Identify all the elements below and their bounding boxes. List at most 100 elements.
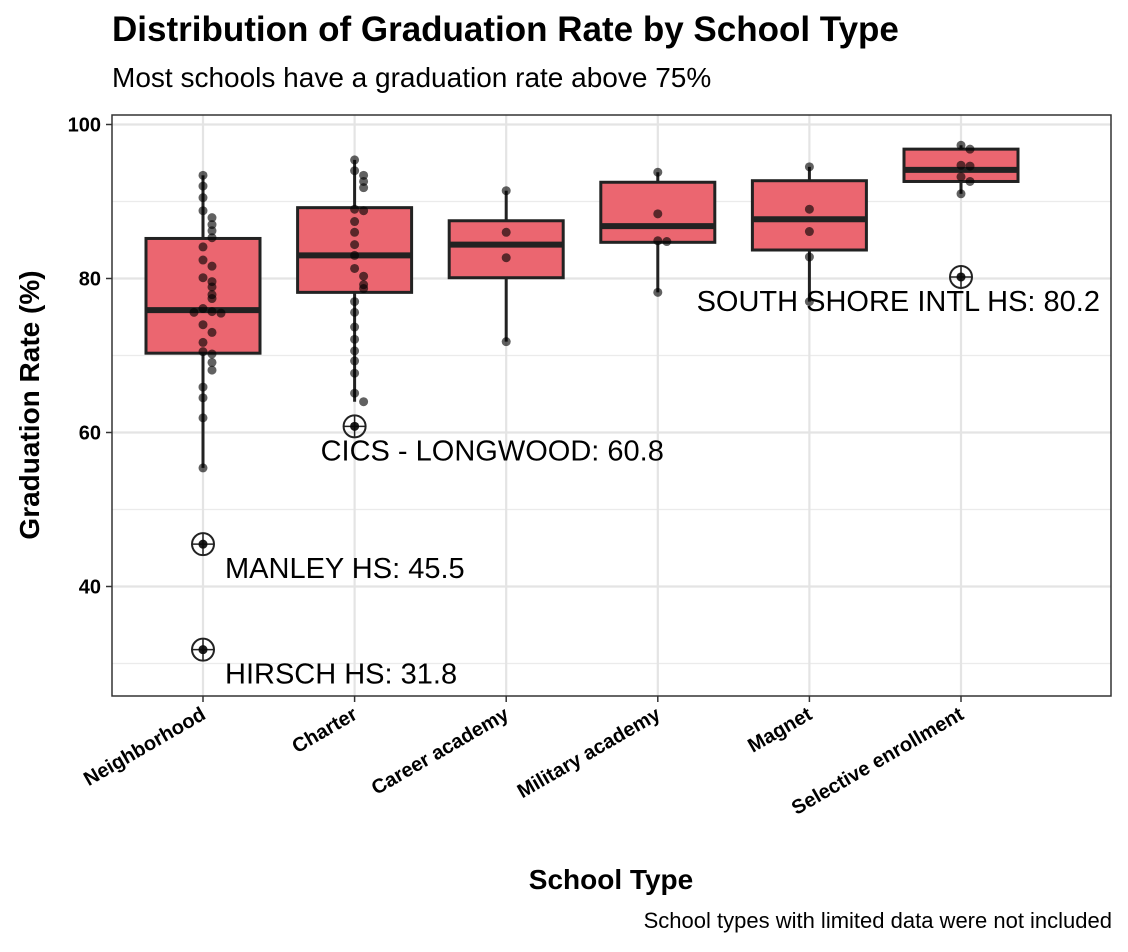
data-point (965, 176, 975, 186)
data-point (350, 322, 360, 332)
data-point (804, 227, 814, 237)
data-point (359, 170, 369, 180)
data-point (198, 304, 208, 314)
x-tick-label: Selective enrollment (788, 703, 968, 819)
box (750, 179, 868, 252)
data-point (207, 226, 217, 236)
annotation-label: CICS - LONGWOOD: 60.8 (321, 435, 664, 467)
data-point (207, 307, 217, 317)
data-point (198, 347, 208, 357)
x-tick-label: Career academy (368, 703, 514, 800)
x-tick-label: Neighborhood (80, 703, 209, 790)
data-point (198, 242, 208, 252)
data-point (216, 308, 226, 318)
data-point (956, 172, 966, 182)
data-point (198, 463, 208, 473)
data-point (207, 261, 217, 271)
data-point (350, 356, 360, 366)
data-point (350, 166, 360, 176)
data-point (501, 227, 511, 237)
annotation-label: SOUTH SHORE INTL HS: 80.2 (697, 286, 1100, 318)
data-point (359, 206, 369, 216)
y-tick-label: 40 (79, 577, 101, 599)
data-point (207, 357, 217, 367)
data-point (207, 213, 217, 223)
data-point (350, 227, 360, 237)
data-point (350, 334, 360, 344)
data-point (956, 189, 966, 199)
y-axis: 40 60 80 100 (68, 115, 112, 599)
data-point (350, 346, 360, 356)
data-point (198, 539, 208, 549)
data-point (956, 272, 966, 282)
x-tick-label: Magnet (744, 703, 816, 757)
data-point (359, 284, 369, 294)
x-axis-title: School Type (529, 864, 693, 895)
y-tick-label: 100 (68, 115, 101, 137)
data-point (350, 240, 360, 250)
data-point (198, 413, 208, 423)
y-axis-title: Graduation Rate (%) (14, 270, 45, 539)
y-tick-label: 80 (79, 269, 101, 291)
data-point (956, 140, 966, 150)
data-point (804, 162, 814, 172)
data-point (207, 282, 217, 292)
data-point (501, 186, 511, 196)
x-axis: Neighborhood Charter Career academy Militar… (80, 696, 968, 820)
annotations: HIRSCH HS: 31.8 MANLEY HS: 45.5 CICS - LON… (191, 264, 1100, 691)
data-point (350, 250, 360, 260)
data-point (198, 170, 208, 180)
data-point (965, 161, 975, 171)
data-point (189, 307, 199, 317)
data-point (653, 236, 663, 246)
data-point (956, 160, 966, 170)
data-point (804, 252, 814, 262)
data-point (207, 233, 217, 243)
data-point (198, 393, 208, 403)
data-point (359, 176, 369, 186)
data-point (501, 253, 511, 263)
data-point (198, 181, 208, 191)
data-point (198, 206, 208, 216)
data-point (662, 237, 672, 247)
data-point (804, 204, 814, 214)
data-point (198, 193, 208, 203)
panel-border (111, 114, 1112, 697)
data-point (207, 349, 217, 359)
data-point (198, 320, 208, 330)
data-point (350, 263, 360, 273)
data-point (653, 167, 663, 177)
chart-caption: School types with limited data were not … (643, 908, 1112, 933)
data-point (350, 307, 360, 317)
data-point (350, 155, 360, 165)
chart-title: Distribution of Graduation Rate by Schoo… (112, 10, 899, 49)
data-point (804, 297, 814, 307)
data-point (207, 294, 217, 304)
data-point (350, 388, 360, 398)
data-point (350, 217, 360, 227)
data-point (207, 220, 217, 230)
data-point (198, 273, 208, 283)
data-point (653, 287, 663, 297)
data-point (653, 209, 663, 219)
data-point (207, 365, 217, 375)
data-point (359, 183, 369, 193)
data-point (198, 645, 208, 655)
data-point (501, 337, 511, 347)
data-point (350, 297, 360, 307)
data-point (359, 271, 369, 281)
data-point (198, 255, 208, 265)
y-tick-label: 60 (79, 423, 101, 445)
x-tick-label: Military academy (514, 703, 665, 803)
annotation-label: HIRSCH HS: 31.8 (225, 659, 457, 691)
data-point (350, 421, 360, 431)
data-point (359, 397, 369, 407)
annotation-label: MANLEY HS: 45.5 (225, 553, 465, 585)
data-point (207, 327, 217, 337)
data-point (965, 144, 975, 154)
chart-subtitle: Most schools have a graduation rate abov… (112, 62, 712, 93)
data-point (350, 204, 360, 214)
x-tick-label: Charter (288, 703, 361, 758)
data-point (350, 368, 360, 378)
